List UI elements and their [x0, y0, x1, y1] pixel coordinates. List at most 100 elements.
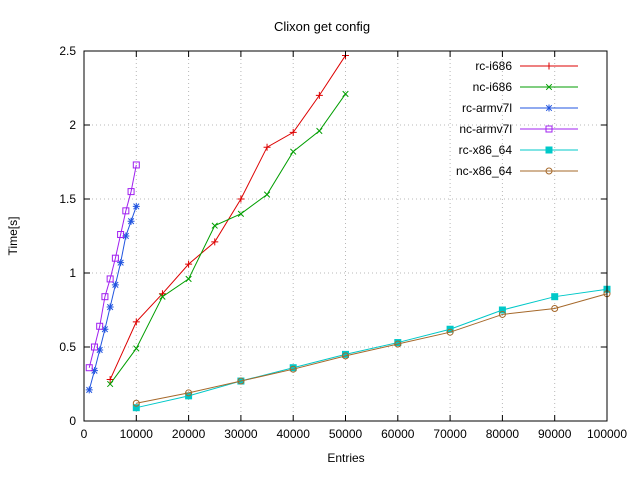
axis-ticks: [83, 50, 608, 422]
y-tick-label: 2: [69, 118, 76, 132]
tick-labels: 0 10000 20000 30000 40000 50000 60000 70000 8000…: [59, 44, 627, 441]
cross-marker: [545, 83, 553, 91]
square-open-marker: [132, 161, 140, 169]
x-tick-label: 60000: [381, 427, 415, 441]
chart-title: Clixon get config: [274, 19, 370, 34]
series-line: [109, 55, 346, 380]
square-open-marker: [96, 322, 104, 330]
circle-open-marker: [237, 377, 245, 385]
legend-label: rc-armv7l: [462, 101, 512, 115]
circle-open-marker: [394, 340, 402, 348]
y-tick-label: 1.5: [59, 192, 76, 206]
square-open-marker: [117, 231, 125, 239]
y-tick-label: 2.5: [59, 44, 76, 58]
x-tick-label: 20000: [172, 427, 206, 441]
square-filled-marker: [132, 404, 140, 412]
square-open-marker: [122, 207, 130, 215]
square-filled-marker: [498, 306, 506, 314]
square-open-marker: [106, 275, 114, 283]
cross-marker: [290, 148, 297, 155]
asterisk-marker: [132, 202, 140, 210]
square-open-marker: [101, 293, 109, 301]
series-line: [136, 288, 608, 409]
legend: rc-i686 nc-i686 rc-armv7l nc-armv7l rc-x86_6…: [456, 59, 578, 178]
circle-open-marker: [185, 389, 193, 397]
plus-marker: [289, 128, 297, 136]
grid: [83, 50, 608, 422]
series-line: [109, 93, 346, 385]
legend-item-nc-x86_64: nc-x86_64: [456, 164, 578, 178]
cross-marker: [263, 191, 271, 198]
series-rc-i686: [106, 51, 349, 384]
x-tick-label: 10000: [120, 427, 154, 441]
circle-open-marker: [446, 328, 454, 336]
x-tick-label: 0: [81, 427, 88, 441]
series-nc-x86_64: [132, 290, 611, 407]
y-axis-label: Time[s]: [6, 217, 20, 256]
series-line: [88, 164, 137, 368]
circle-open-marker: [545, 167, 553, 175]
circle-open-marker: [551, 305, 559, 313]
plus-marker: [132, 318, 140, 326]
y-tick-label: 0: [69, 414, 76, 428]
legend-label: rc-x86_64: [459, 143, 513, 157]
cross-marker: [237, 210, 245, 217]
legend-label: nc-armv7l: [459, 122, 512, 136]
legend-item-nc-i686: nc-i686: [473, 80, 578, 94]
x-tick-label: 50000: [329, 427, 363, 441]
plus-marker: [237, 195, 245, 203]
asterisk-marker: [96, 346, 104, 354]
series-rc-armv7l: [85, 202, 140, 394]
square-open-marker: [127, 188, 135, 196]
cross-marker: [159, 293, 166, 300]
x-tick-label: 70000: [433, 427, 467, 441]
circle-open-marker: [342, 352, 349, 360]
legend-item-nc-armv7l: nc-armv7l: [459, 122, 578, 136]
legend-label: nc-x86_64: [456, 164, 512, 178]
legend-item-rc-x86_64: rc-x86_64: [459, 143, 578, 157]
circle-open-marker: [498, 310, 506, 318]
square-open-marker: [111, 254, 119, 262]
cross-marker: [316, 127, 323, 135]
legend-item-rc-armv7l: rc-armv7l: [462, 101, 578, 115]
x-tick-label: 30000: [224, 427, 258, 441]
cross-marker: [106, 380, 114, 388]
series-nc-i686: [106, 90, 349, 388]
asterisk-marker: [111, 281, 119, 289]
series-line: [88, 206, 137, 391]
series-line: [136, 293, 608, 404]
square-open-marker: [545, 125, 553, 133]
asterisk-marker: [90, 367, 98, 375]
legend-label: rc-i686: [475, 59, 512, 73]
asterisk-marker: [106, 303, 114, 311]
cross-marker: [211, 222, 218, 229]
square-open-marker: [90, 343, 98, 351]
asterisk-marker: [85, 386, 93, 394]
legend-label: nc-i686: [473, 80, 513, 94]
circle-open-marker: [289, 365, 297, 373]
plus-marker: [315, 91, 323, 99]
cross-marker: [133, 345, 140, 352]
plus-marker: [263, 143, 271, 151]
series-rc-x86_64: [132, 285, 611, 412]
plus-marker: [545, 62, 553, 70]
x-tick-label: 100000: [587, 427, 627, 441]
plus-marker: [106, 376, 114, 384]
x-tick-label: 90000: [538, 427, 572, 441]
square-filled-marker: [545, 146, 553, 154]
asterisk-marker: [117, 259, 125, 267]
square-open-marker: [85, 364, 93, 372]
y-tick-label: 1: [69, 266, 76, 280]
asterisk-marker: [122, 232, 130, 240]
asterisk-marker: [127, 217, 135, 225]
asterisk-marker: [101, 325, 109, 333]
series-layer: [85, 51, 611, 412]
plus-marker: [211, 238, 219, 246]
y-tick-label: 0.5: [59, 340, 76, 354]
x-axis-label: Entries: [327, 451, 364, 465]
cross-marker: [185, 275, 192, 283]
x-tick-label: 40000: [277, 427, 311, 441]
asterisk-marker: [545, 104, 553, 112]
